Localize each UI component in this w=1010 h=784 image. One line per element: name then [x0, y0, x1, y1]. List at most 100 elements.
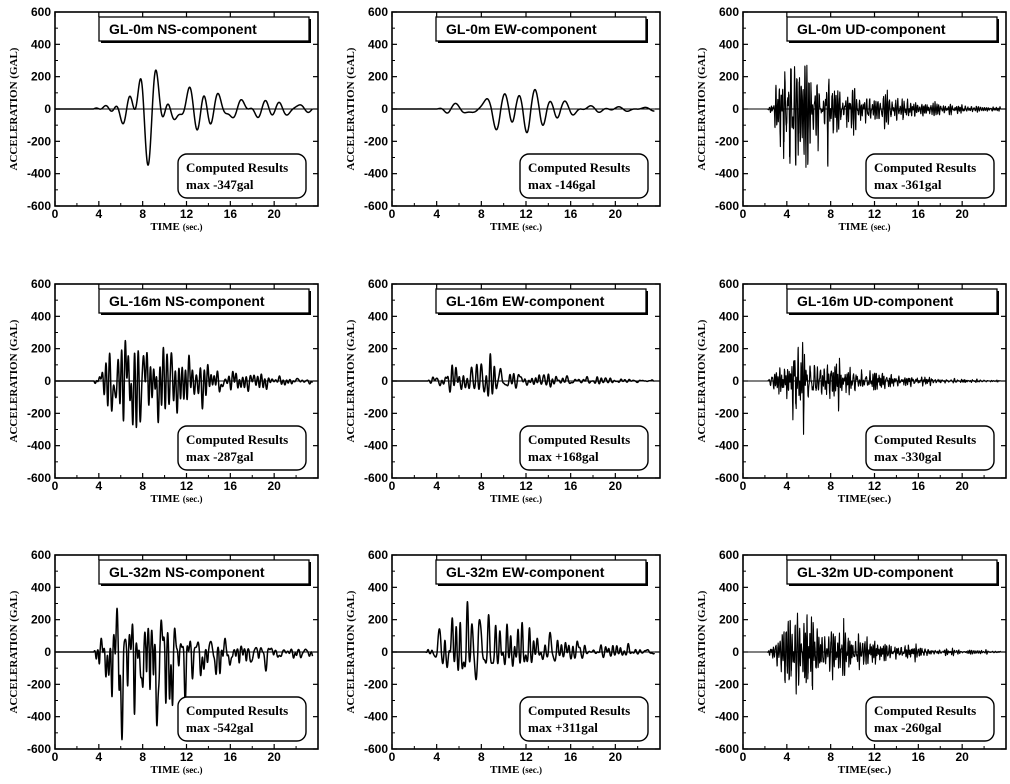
x-tick-label: 12	[180, 750, 194, 764]
y-tick-label: -600	[27, 471, 51, 485]
x-tick-label: 8	[478, 479, 485, 493]
results-max: max -361gal	[874, 177, 942, 192]
chart-title: GL-0m UD-component	[797, 21, 946, 37]
results-label: Computed Results	[528, 160, 630, 175]
x-axis-label: TIME(sec.)	[150, 493, 202, 505]
x-tick-label: 16	[564, 750, 578, 764]
acceleration-series	[54, 69, 314, 166]
x-tick-label: 20	[609, 750, 623, 764]
y-tick-label: 200	[31, 613, 51, 627]
x-tick-label: 16	[224, 750, 238, 764]
y-tick-label: 0	[44, 645, 51, 659]
x-axis-label: TIME(sec.)	[150, 221, 202, 233]
x-tick-label: 4	[783, 479, 790, 493]
x-axis-label: TIME(sec.)	[490, 493, 542, 505]
y-tick-label: -400	[27, 167, 51, 181]
y-tick-label: -600	[364, 471, 388, 485]
y-tick-label: 200	[368, 613, 388, 627]
title-box	[786, 288, 998, 314]
x-tick-label: 20	[609, 207, 623, 221]
title-box	[98, 559, 310, 585]
x-axis-label: TIME(sec.)	[838, 221, 890, 233]
x-axis-unit: (sec.)	[183, 222, 203, 232]
x-tick-label: 8	[827, 207, 834, 221]
y-tick-label: 0	[732, 102, 739, 116]
y-tick-label: 600	[368, 5, 388, 19]
x-tick-label: 16	[912, 207, 926, 221]
x-tick-label: 0	[740, 479, 747, 493]
results-box	[177, 425, 307, 471]
y-tick-label: -200	[715, 406, 739, 420]
x-tick-label: 12	[519, 750, 533, 764]
chart-title: GL-32m UD-component	[797, 564, 954, 580]
x-tick-label: 16	[224, 207, 238, 221]
y-tick-label: 600	[719, 548, 739, 562]
x-axis-label: TIME(sec.)	[490, 764, 542, 776]
acceleration-series	[54, 339, 314, 429]
y-tick-label: 400	[719, 37, 739, 51]
x-axis-unit: (sec.)	[522, 765, 542, 775]
chart-title: GL-0m NS-component	[109, 21, 257, 37]
y-tick-label: 0	[381, 374, 388, 388]
y-axis-label: ACCELERATION (GAL)	[345, 590, 357, 713]
y-tick-label: -200	[27, 406, 51, 420]
y-tick-label: 0	[381, 102, 388, 116]
y-tick-label: -400	[364, 167, 388, 181]
x-tick-label: 16	[224, 479, 238, 493]
y-tick-label: -200	[715, 134, 739, 148]
results-label: Computed Results	[874, 703, 976, 718]
x-tick-label: 4	[433, 207, 440, 221]
title-box	[786, 559, 998, 585]
y-tick-label: 600	[31, 277, 51, 291]
results-box	[865, 425, 995, 471]
y-tick-label: 200	[719, 70, 739, 84]
chart-title: GL-16m EW-component	[446, 293, 605, 309]
x-tick-label: 0	[389, 750, 396, 764]
y-tick-label: -200	[364, 134, 388, 148]
x-tick-label: 0	[389, 207, 396, 221]
x-tick-label: 20	[267, 750, 281, 764]
x-tick-label: 12	[868, 750, 882, 764]
results-label: Computed Results	[528, 432, 630, 447]
x-tick-label: 8	[827, 750, 834, 764]
x-axis-label: TIME(sec.)	[490, 221, 542, 233]
x-tick-label: 8	[478, 207, 485, 221]
y-axis-label: ACCELERATION (GAL)	[8, 590, 20, 713]
y-tick-label: -600	[715, 199, 739, 213]
results-box	[519, 425, 649, 471]
y-axis-label: ACCELERATION (GAL)	[696, 590, 708, 713]
x-tick-label: 20	[955, 479, 969, 493]
y-tick-label: -200	[364, 406, 388, 420]
x-tick-label: 8	[139, 207, 146, 221]
results-label: Computed Results	[528, 703, 630, 718]
title-box	[435, 288, 647, 314]
y-tick-label: 400	[719, 580, 739, 594]
x-tick-label: 16	[564, 479, 578, 493]
results-max: max +168gal	[528, 449, 599, 464]
acceleration-series	[391, 353, 655, 397]
x-axis-unit: (sec.)	[522, 222, 542, 232]
y-tick-label: -600	[715, 742, 739, 756]
x-tick-label: 12	[180, 207, 194, 221]
acceleration-series	[391, 600, 656, 681]
x-tick-label: 4	[95, 479, 102, 493]
y-tick-label: -200	[715, 677, 739, 691]
chart-title: GL-32m EW-component	[446, 564, 605, 580]
x-tick-label: 12	[868, 207, 882, 221]
results-max: max -347gal	[186, 177, 254, 192]
x-tick-label: 8	[139, 479, 146, 493]
x-tick-label: 16	[912, 479, 926, 493]
y-tick-label: 0	[44, 102, 51, 116]
title-box	[98, 16, 310, 42]
y-tick-label: -400	[364, 439, 388, 453]
y-tick-label: -400	[715, 439, 739, 453]
y-tick-label: -400	[715, 167, 739, 181]
y-tick-label: 0	[381, 645, 388, 659]
x-axis-unit: (sec.)	[183, 765, 203, 775]
x-axis-unit: (sec.)	[871, 222, 891, 232]
x-tick-label: 0	[740, 750, 747, 764]
